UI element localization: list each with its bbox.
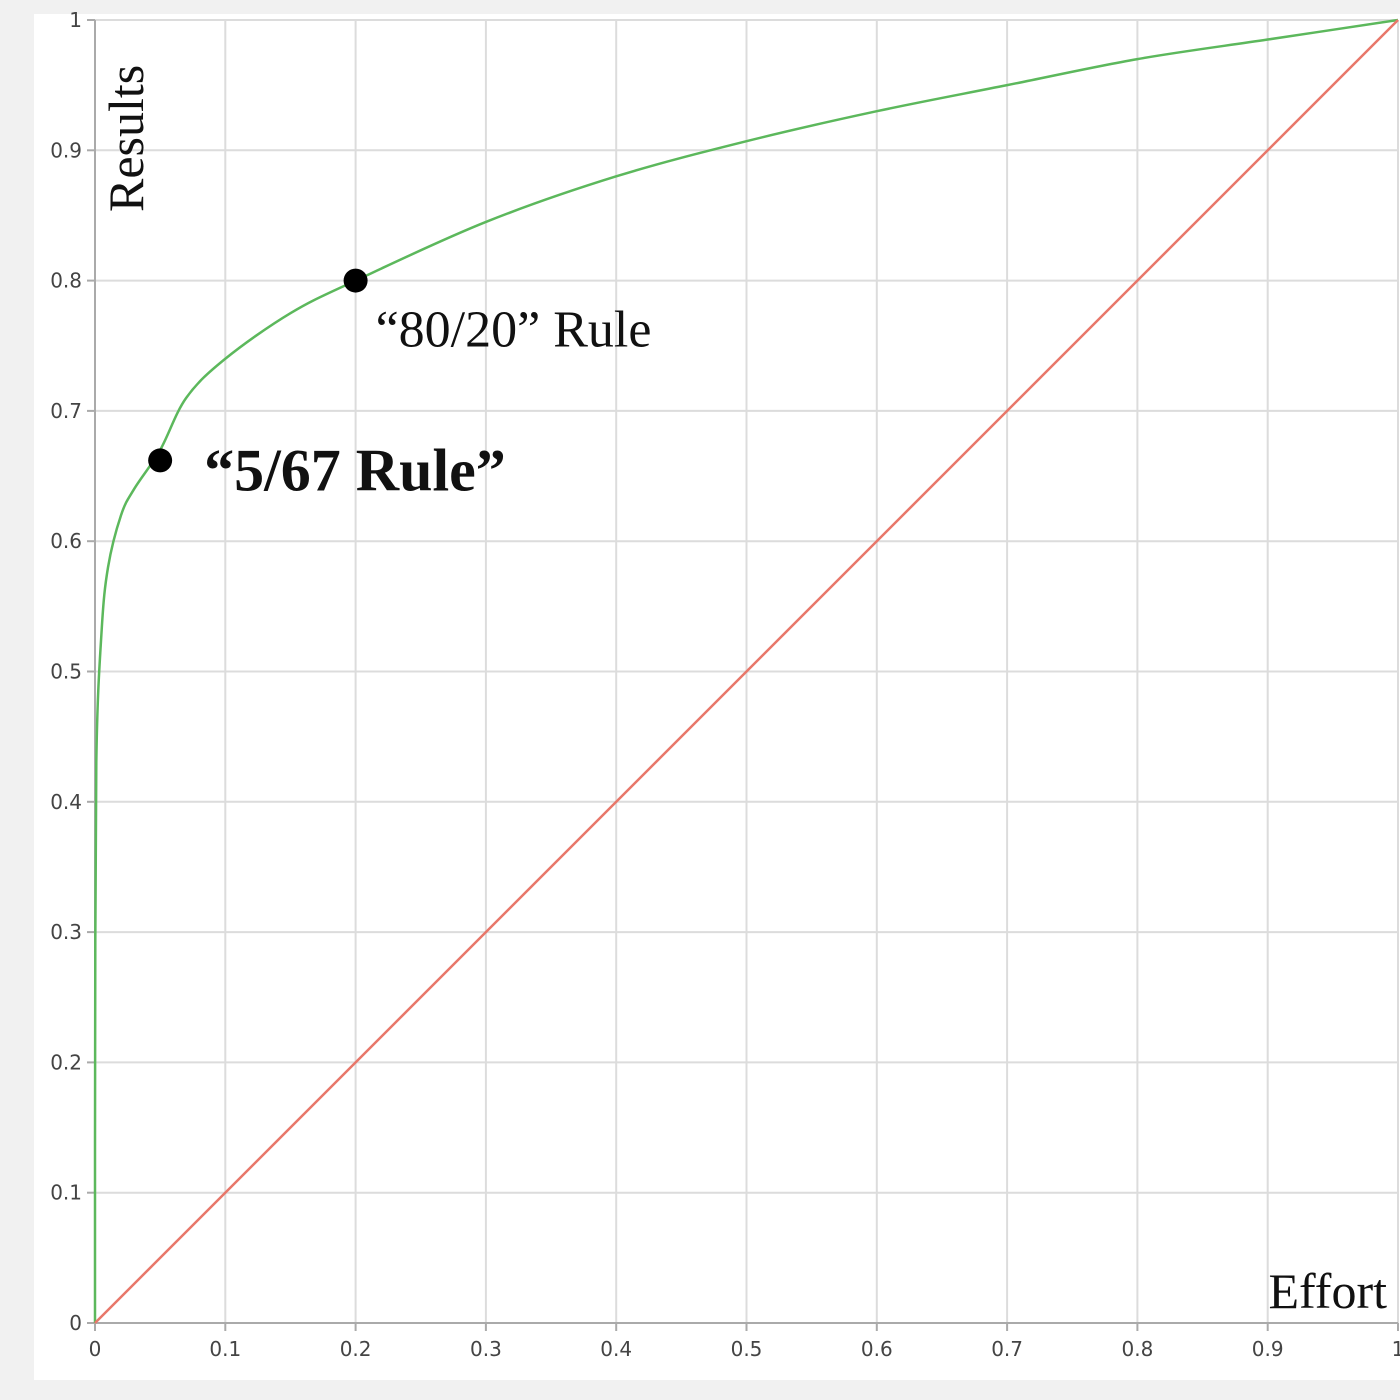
x-tick-label: 0.7: [991, 1337, 1023, 1361]
y-tick-label: 0.6: [50, 529, 82, 553]
series-line-1: [93, 18, 1399, 1324]
x-tick-label: 0.4: [600, 1337, 632, 1361]
y-tick-label: 0.1: [50, 1181, 82, 1205]
series-group: [93, 18, 1399, 1324]
y-tick-label: 0.3: [50, 920, 82, 944]
x-tick-label: 1: [1392, 1337, 1400, 1361]
x-tick-label: 0.5: [731, 1337, 763, 1361]
x-tick-label: 0.9: [1252, 1337, 1284, 1361]
y-tick-label: 0.4: [50, 790, 82, 814]
annotation-marker: [343, 268, 368, 293]
annotation-marker: [148, 448, 173, 473]
x-tick-label: 0.2: [340, 1337, 372, 1361]
series-line-2: [94, 19, 1399, 1324]
annotations-group: “80/20” Rule “5/67 Rule”: [148, 268, 652, 503]
x-tick-label: 0.3: [470, 1337, 502, 1361]
y-tick-label: 0: [69, 1311, 82, 1335]
annotation-label: “80/20” Rule: [376, 302, 652, 359]
x-tick-label: 0.8: [1121, 1337, 1153, 1361]
x-axis-title: Effort: [1269, 1263, 1388, 1319]
y-tick-label: 1: [69, 8, 82, 32]
y-tick-label: 0.9: [50, 138, 82, 162]
x-tick-label: 0.1: [209, 1337, 241, 1361]
y-axis-title: Results: [98, 65, 154, 212]
plot-area: [34, 14, 1400, 1380]
y-tick-label: 0.5: [50, 660, 82, 684]
y-tick-label: 0.7: [50, 399, 82, 423]
x-tick-label: 0.6: [861, 1337, 893, 1361]
y-tick-label: 0.2: [50, 1050, 82, 1074]
y-tick-label: 0.8: [50, 269, 82, 293]
annotation-label: “5/67 Rule”: [204, 437, 506, 503]
x-tick-label: 0: [89, 1337, 102, 1361]
